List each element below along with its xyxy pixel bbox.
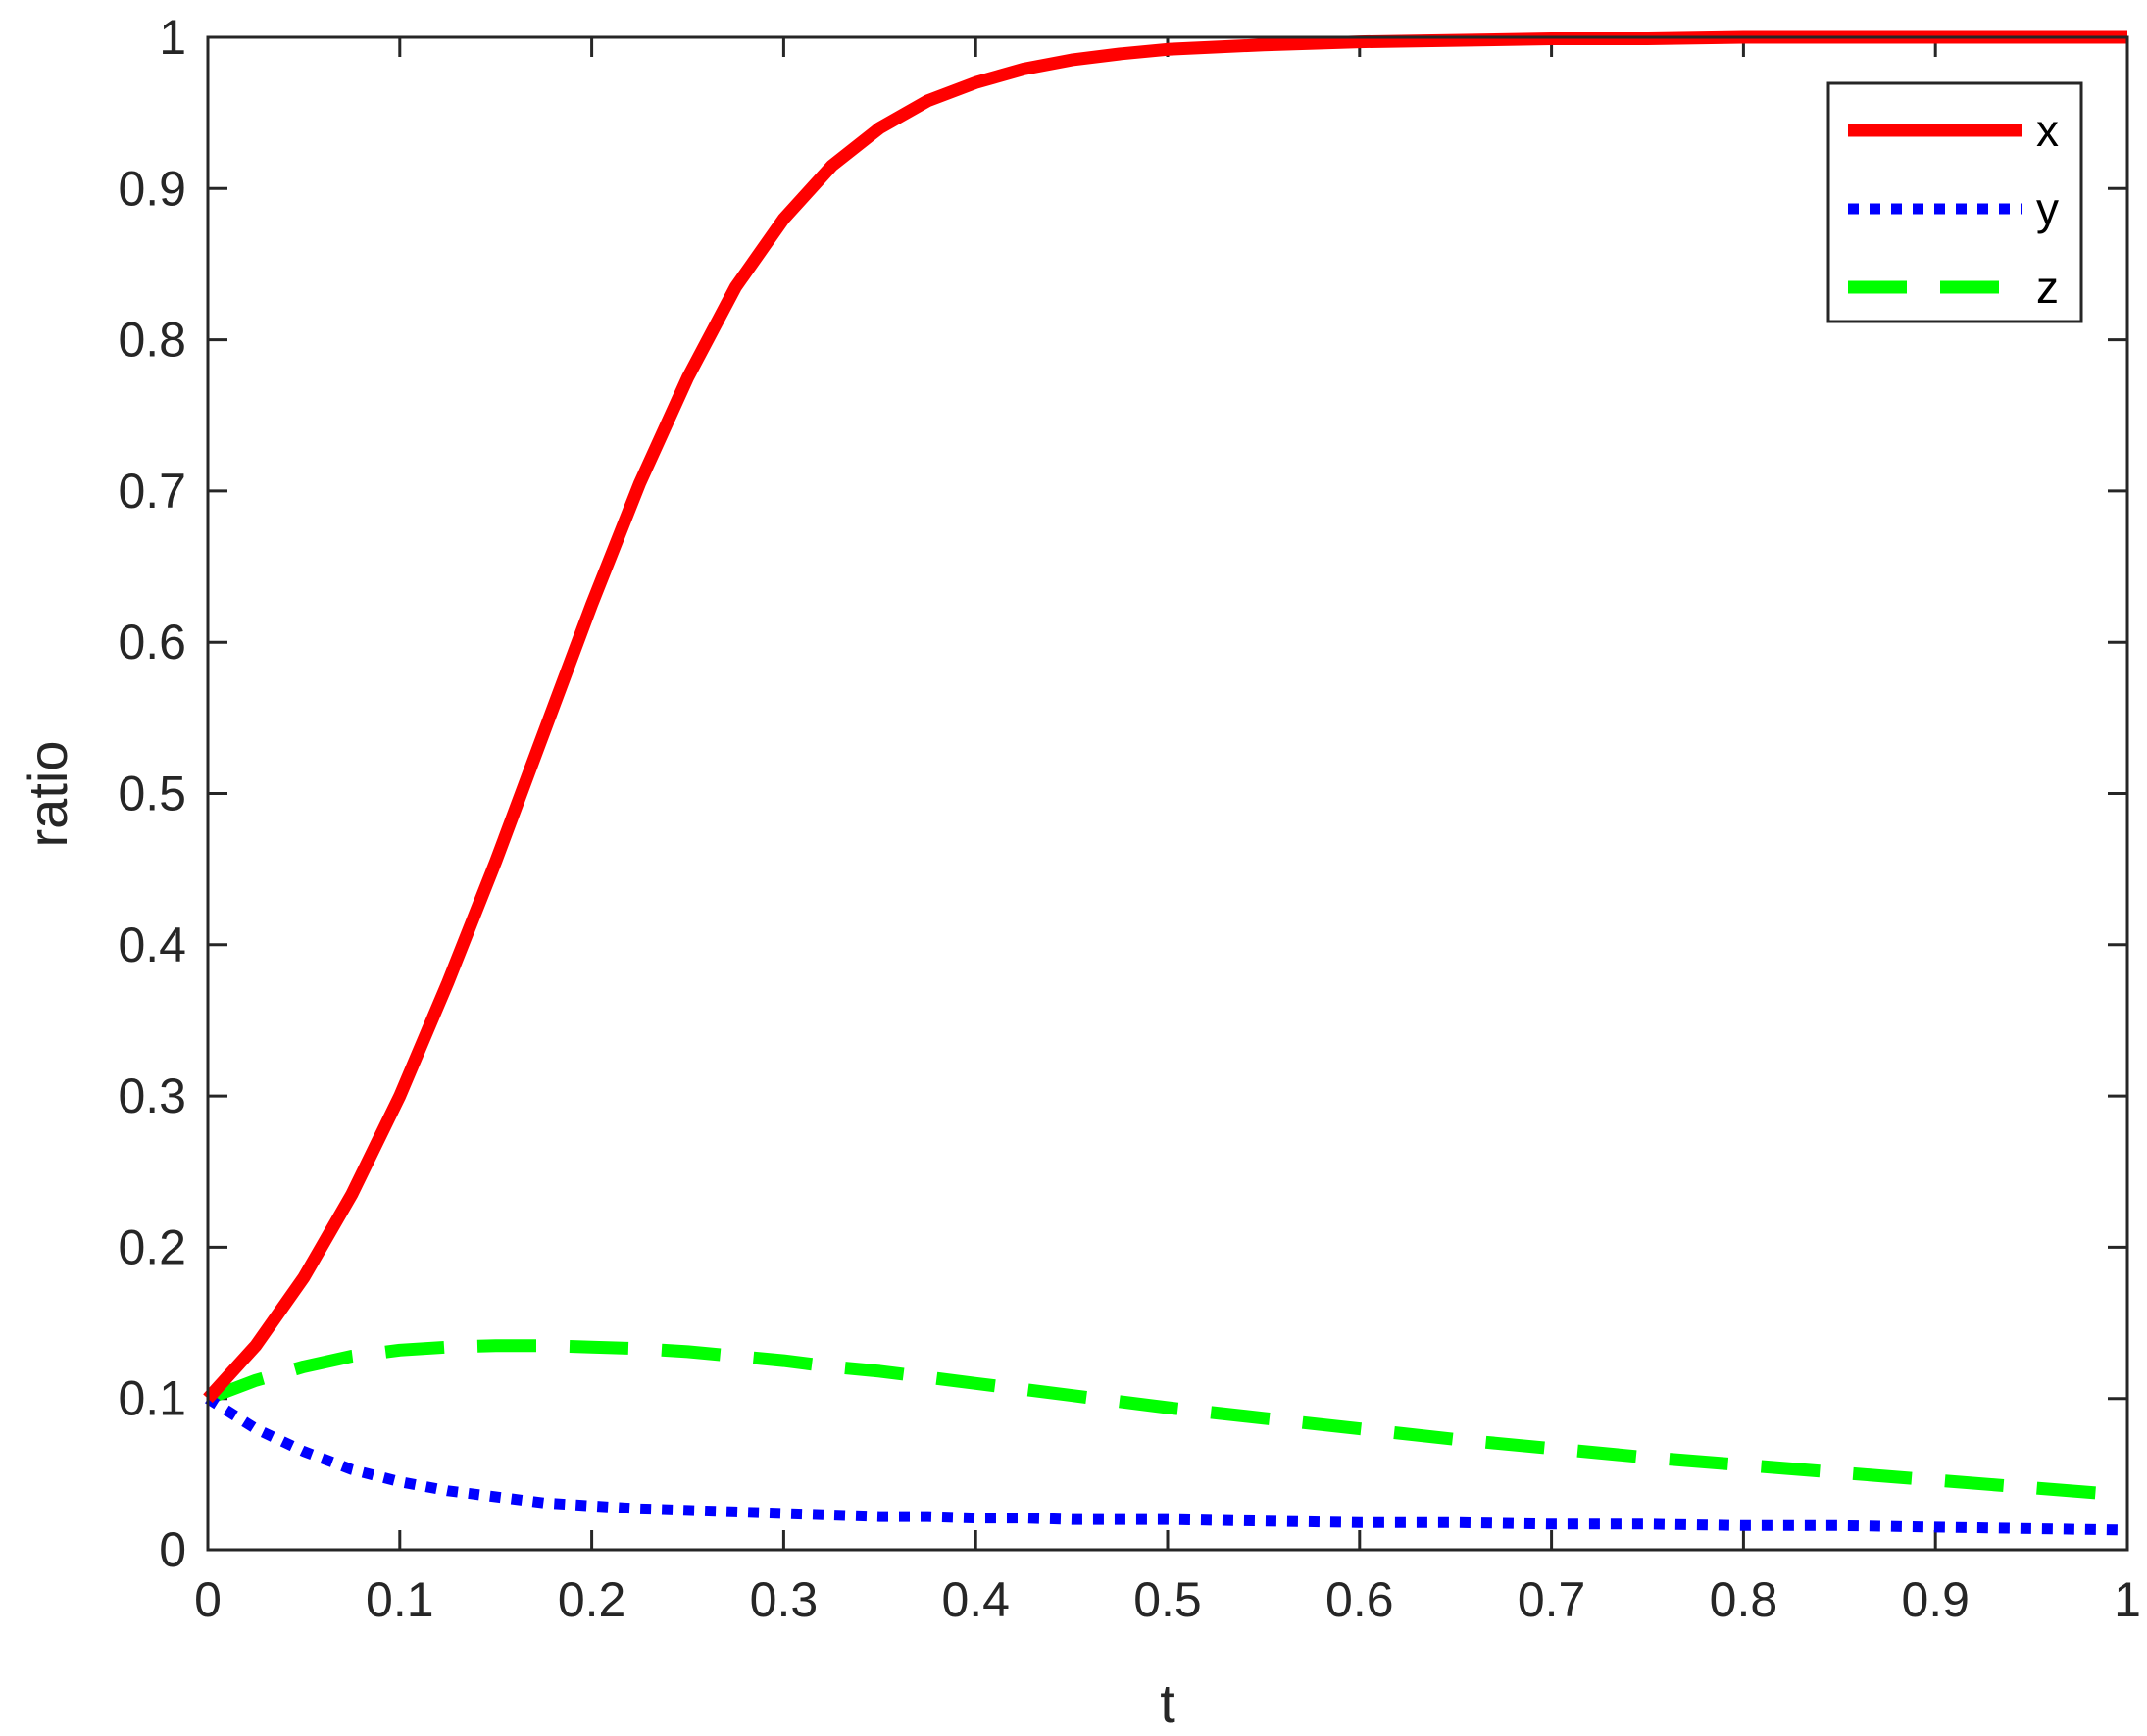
y-tick-label: 0	[159, 1522, 186, 1577]
x-tick-label: 0.7	[1518, 1572, 1586, 1627]
y-tick-label: 0.8	[118, 313, 186, 368]
plot-frame	[206, 35, 2129, 1552]
y-tick-label: 0.9	[118, 161, 186, 216]
legend-label-y: y	[2036, 183, 2059, 234]
x-tick-label: 0.4	[941, 1572, 1010, 1627]
legend-label-x: x	[2036, 105, 2059, 156]
y-tick-label: 0.4	[118, 918, 186, 972]
y-tick-label: 0.5	[118, 767, 186, 821]
x-tick-label: 0.3	[750, 1572, 819, 1627]
legend-label-z: z	[2036, 262, 2059, 313]
y-tick-label: 0.7	[118, 464, 186, 519]
x-tick-label: 0.9	[1901, 1572, 1970, 1627]
x-axis-ticks: 0 0.1 0.2 0.3 0.4 0.5 0.6 0.7 0.8 0.9 1	[194, 37, 2141, 1627]
legend-items: xyz	[1848, 105, 2059, 313]
y-tick-label: 1	[159, 10, 186, 65]
series-line-y	[205, 1394, 2128, 1536]
x-tick-label: 0.2	[558, 1572, 626, 1627]
y-axis-ticks: 0 0.1 0.2 0.3 0.4 0.5 0.6 0.7 0.8 0.9 1	[118, 10, 2127, 1577]
x-tick-label: 0.6	[1325, 1572, 1394, 1627]
y-axis-title: ratio	[17, 741, 78, 848]
x-tick-label: 0.8	[1710, 1572, 1778, 1627]
y-tick-label: 0.6	[118, 615, 186, 670]
x-tick-label: 0	[194, 1572, 222, 1627]
legend: xyz	[1826, 81, 2083, 323]
x-tick-label: 0.1	[366, 1572, 434, 1627]
x-tick-label: 1	[2114, 1572, 2141, 1627]
y-tick-label: 0.3	[118, 1068, 186, 1123]
x-axis-title: t	[1160, 1672, 1175, 1734]
x-tick-label: 0.5	[1133, 1572, 1202, 1627]
y-tick-label: 0.2	[118, 1219, 186, 1274]
y-tick-label: 0.1	[118, 1371, 186, 1426]
